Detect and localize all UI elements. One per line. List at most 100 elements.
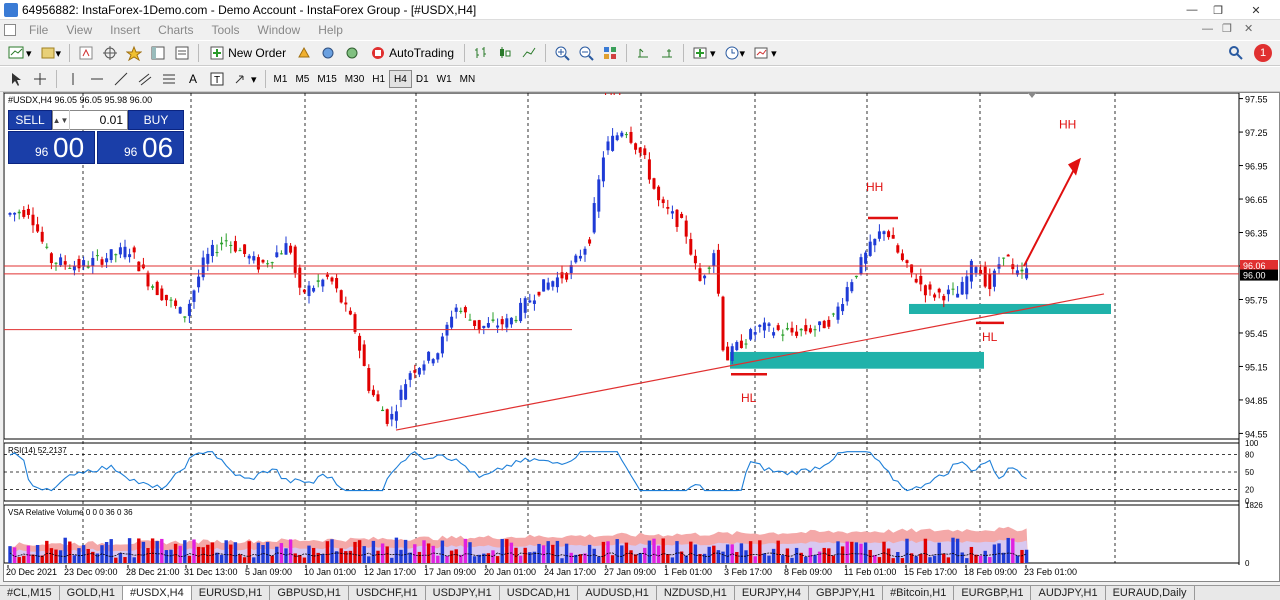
child-close-icon[interactable]: ✕ [1244, 23, 1254, 35]
timeframe-w1[interactable]: W1 [436, 73, 452, 85]
projection-arrow [1023, 165, 1077, 267]
child-minimize-icon[interactable]: — [1202, 23, 1213, 35]
bid-price-box[interactable]: 96 00 [8, 131, 95, 164]
zoom-in-icon[interactable] [552, 43, 572, 63]
line-chart-icon[interactable] [519, 43, 539, 63]
auto-scroll-icon[interactable] [633, 43, 653, 63]
timeframe-d1[interactable]: D1 [415, 73, 429, 85]
fibonacci-icon[interactable] [159, 69, 179, 89]
sell-button[interactable]: SELL [8, 110, 52, 130]
candle-body [1006, 254, 1010, 257]
channel-icon[interactable] [135, 69, 155, 89]
candle-body [831, 313, 835, 315]
minimize-icon[interactable]: — [1186, 4, 1198, 16]
candle-body [164, 294, 168, 301]
signals-icon[interactable] [294, 43, 314, 63]
volume-bar [233, 542, 238, 563]
arrows-icon[interactable]: ▾ [231, 69, 259, 89]
buy-button[interactable]: BUY [128, 110, 184, 130]
menu-window[interactable]: Window [257, 23, 301, 37]
text-label-icon[interactable]: T [207, 69, 227, 89]
candle-body [923, 285, 927, 296]
indicators-icon[interactable]: ▾ [690, 43, 718, 63]
notification-badge[interactable]: 1 [1254, 44, 1272, 62]
chart-tab[interactable]: GBPJPY,H1 [809, 586, 884, 600]
navigator-icon[interactable] [124, 43, 144, 63]
candle-body [450, 316, 454, 328]
chart-tab[interactable]: #Bitcoin,H1 [883, 586, 955, 600]
autotrading-button[interactable]: AutoTrading [366, 43, 458, 63]
chart-tab[interactable]: USDCHF,H1 [349, 586, 426, 600]
menu-tools[interactable]: Tools [211, 23, 240, 37]
menu-insert[interactable]: Insert [110, 23, 141, 37]
data-window-icon[interactable] [100, 43, 120, 63]
chart-tab[interactable]: EURUSD,H1 [192, 586, 271, 600]
candle-body [749, 329, 753, 340]
chart-tab[interactable]: GOLD,H1 [60, 586, 123, 600]
templates-icon[interactable]: ▾ [751, 43, 779, 63]
chart-tab[interactable]: EURGBP,H1 [954, 586, 1032, 600]
vertical-line-icon[interactable] [63, 69, 83, 89]
market-icon[interactable] [342, 43, 362, 63]
bar-chart-icon[interactable] [471, 43, 491, 63]
chart-tab[interactable]: USDCAD,H1 [500, 586, 579, 600]
terminal-icon[interactable] [148, 43, 168, 63]
menu-charts[interactable]: Charts [158, 23, 194, 37]
horizontal-line-icon[interactable] [87, 69, 107, 89]
volume-bar [192, 539, 196, 563]
search-icon[interactable] [1228, 45, 1244, 64]
trendline-icon[interactable] [111, 69, 131, 89]
timeframe-m5[interactable]: M5 [295, 73, 310, 85]
volume-bar [836, 541, 840, 563]
chart-tab[interactable]: NZDUSD,H1 [657, 586, 735, 600]
timeframe-m30[interactable]: M30 [344, 73, 365, 85]
candle-body [739, 340, 743, 349]
timeframe-m15[interactable]: M15 [317, 73, 337, 85]
chart-tab[interactable]: USDJPY,H1 [426, 586, 500, 600]
close-icon[interactable]: ✕ [1251, 4, 1261, 17]
chart-tab[interactable]: #CL,M15 [0, 586, 60, 600]
child-restore-icon[interactable]: ❐ [1222, 23, 1232, 35]
timeframe-h4[interactable]: H4 [389, 70, 412, 88]
text-icon[interactable]: A [188, 72, 197, 86]
candle-body [330, 277, 334, 282]
chart-tab[interactable]: #USDX,H4 [122, 586, 192, 600]
chart-tab[interactable]: AUDJPY,H1 [1031, 586, 1106, 600]
profiles-icon[interactable]: ▾ [38, 43, 64, 63]
market-watch-icon[interactable] [76, 43, 96, 63]
timeframe-m1[interactable]: M1 [273, 73, 288, 85]
candlestick-icon[interactable] [495, 43, 515, 63]
cursor-icon[interactable] [6, 69, 26, 89]
menu-file[interactable]: File [29, 23, 49, 37]
time-tick-label: 15 Feb 17:00 [904, 567, 957, 577]
candle-body [270, 262, 274, 264]
lot-spin-icon[interactable]: ▲▼ [52, 110, 70, 130]
tile-windows-icon[interactable] [600, 43, 620, 63]
chart-tab[interactable]: GBPUSD,H1 [270, 586, 349, 600]
periods-icon[interactable]: ▾ [722, 43, 748, 63]
restore-icon[interactable]: ❐ [1213, 4, 1223, 17]
candle-body [680, 213, 684, 218]
lot-size-input[interactable]: 0.01 [52, 110, 128, 130]
new-order-button[interactable]: New Order [205, 43, 290, 63]
chart-shift-icon[interactable] [657, 43, 677, 63]
zoom-out-icon[interactable] [576, 43, 596, 63]
volume-bar [1020, 549, 1024, 563]
volume-bar [951, 537, 955, 563]
timeframe-mn[interactable]: MN [459, 73, 476, 85]
chart-window[interactable]: 100 80 50 20 0 RSI(14) 52.2137 1826 0 VSA Relat… [3, 92, 1280, 582]
tester-icon[interactable] [172, 43, 192, 63]
volume-bar [417, 551, 422, 563]
menu-help[interactable]: Help [318, 23, 343, 37]
metaeditor-icon[interactable] [318, 43, 338, 63]
menu-view[interactable]: View [66, 23, 93, 37]
timeframe-h1[interactable]: H1 [372, 73, 386, 85]
chart-tab[interactable]: EURJPY,H4 [735, 586, 809, 600]
chart-tab[interactable]: AUDUSD,H1 [578, 586, 657, 600]
ask-price-box[interactable]: 96 06 [97, 131, 184, 164]
candle-body [684, 220, 688, 237]
chart-tab[interactable]: EURAUD,Daily [1106, 586, 1195, 600]
new-chart-icon[interactable]: ▾ [6, 43, 34, 63]
crosshair-icon[interactable] [30, 69, 50, 89]
